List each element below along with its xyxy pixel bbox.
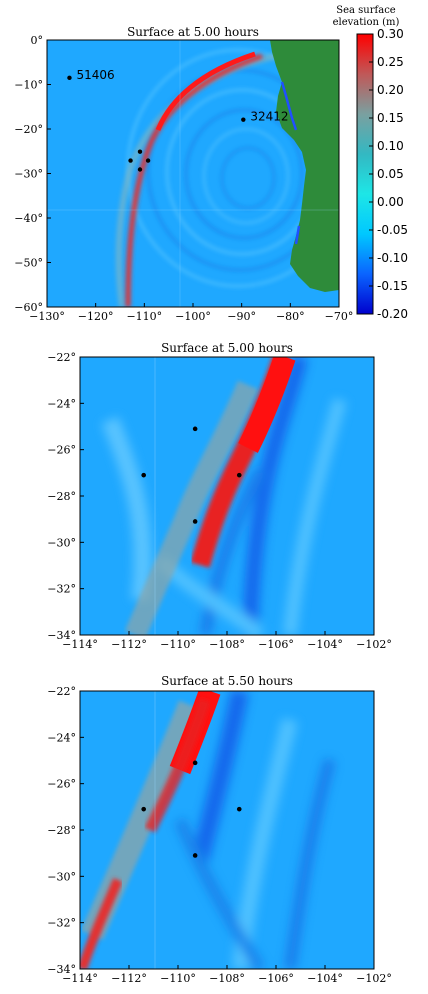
y-tick-label: −60°	[14, 301, 43, 314]
panel-2-title: Surface at 5.00 hours	[161, 341, 293, 355]
y-tick-label: −28°	[47, 490, 76, 503]
buoy-marker	[137, 149, 143, 154]
colorbar-tick-label: -0.10	[377, 251, 408, 265]
panel-1: Surface at 5.00 hours	[14, 25, 353, 323]
panel-2-xticks: −114° −112° −110° −108° −106° −104° −102°	[62, 631, 392, 651]
y-tick-label: 0°	[31, 34, 44, 47]
y-tick-label: −34°	[47, 963, 76, 976]
buoy-marker	[128, 158, 133, 163]
buoy-marker	[141, 806, 146, 812]
y-tick-label: −26°	[47, 778, 76, 791]
x-tick-label: −114°	[62, 638, 98, 651]
panel-2: Surface at 5.00 hours −22° −24° −26° −28° −3…	[47, 341, 392, 651]
x-tick-label: −100°	[175, 310, 211, 323]
panel-3-buoys	[141, 760, 242, 858]
y-tick-label: −24°	[47, 397, 76, 410]
y-tick-label: −50°	[14, 257, 43, 270]
x-tick-label: −110°	[160, 638, 196, 651]
panel-1-title: Surface at 5.00 hours	[127, 25, 259, 39]
y-tick-label: −30°	[14, 168, 43, 181]
x-tick-label: −80°	[276, 310, 305, 323]
y-tick-label: −22°	[47, 351, 76, 364]
colorbar-tick-label: 0.30	[377, 27, 404, 41]
y-tick-label: −32°	[47, 583, 76, 596]
x-tick-label: −108°	[209, 972, 245, 985]
x-tick-label: −130°	[29, 310, 65, 323]
buoy-marker	[141, 472, 146, 478]
buoy-marker	[67, 75, 72, 81]
buoy-marker	[241, 117, 246, 122]
y-tick-label: −32°	[47, 917, 76, 930]
panel-3-title: Surface at 5.50 hours	[161, 674, 293, 688]
buoy-marker	[236, 472, 242, 478]
x-tick-label: −110°	[126, 310, 162, 323]
colorbar: Sea surface elevation (m) 0.300.250.200.…	[333, 5, 408, 321]
panel-2-yticks: −22° −24° −26° −28° −30° −32° −34°	[47, 351, 84, 642]
colorbar-tick-label: -0.20	[377, 307, 408, 321]
buoy-marker	[192, 760, 198, 766]
colorbar-tick-label: -0.15	[377, 279, 408, 293]
panel-3-map	[80, 691, 374, 969]
buoy-label: 32412	[250, 110, 288, 124]
buoy-marker	[145, 158, 151, 163]
buoy-marker	[236, 806, 242, 812]
y-tick-label: −28°	[47, 824, 76, 837]
panel-2-map	[80, 357, 374, 635]
colorbar-tick-label: 0.25	[377, 55, 404, 69]
panel-1-xticks: −130° −120° −110° −100° −90° −80° −70°	[29, 303, 353, 323]
x-tick-label: −70°	[325, 310, 354, 323]
x-tick-label: −90°	[227, 310, 256, 323]
y-tick-label: −26°	[47, 444, 76, 457]
x-tick-label: −112°	[111, 638, 147, 651]
x-tick-label: −106°	[258, 972, 294, 985]
colorbar-tick-label: -0.05	[377, 223, 408, 237]
y-tick-label: −30°	[47, 536, 76, 549]
colorbar-title-line1: Sea surface	[336, 5, 396, 16]
panel-3: Surface at 5.50 hours −22° −24° −26° −28° −3…	[47, 674, 392, 985]
colorbar-tick-label: 0.10	[377, 139, 404, 153]
x-tick-label: −114°	[62, 972, 98, 985]
buoy-marker	[192, 853, 198, 858]
x-tick-label: −112°	[111, 972, 147, 985]
buoy-marker	[192, 426, 198, 432]
buoy-label: 51406	[76, 68, 114, 82]
colorbar-tick-label: 0.05	[377, 167, 404, 181]
y-tick-label: −10°	[14, 79, 43, 92]
colorbar-ticks: 0.30 0.25 0.20 0.15 0.10 0.05 0.00 -0.05 -0.10 -0…	[369, 27, 408, 321]
y-tick-label: −30°	[47, 870, 76, 883]
colorbar-tick-label: 0.00	[377, 195, 404, 209]
x-tick-label: −108°	[209, 638, 245, 651]
panel-1-buoys: 51406 32412	[67, 68, 289, 172]
y-tick-label: −22°	[47, 685, 76, 698]
x-tick-label: −110°	[160, 972, 196, 985]
x-tick-label: −106°	[258, 638, 294, 651]
x-tick-label: −104°	[307, 638, 343, 651]
panel-3-xticks: −114° −112° −110° −108° −106° −104° −102°	[62, 965, 392, 985]
buoy-marker	[192, 519, 198, 524]
colorbar-title-line2: elevation (m)	[333, 17, 400, 28]
buoy-marker	[137, 167, 143, 172]
panel-1-yticks: 0° −10° −20° −30° −40° −50° −60°	[14, 34, 51, 314]
x-tick-label: −120°	[78, 310, 114, 323]
colorbar-tick-label: 0.20	[377, 83, 404, 97]
y-tick-label: −24°	[47, 731, 76, 744]
x-tick-label: −102°	[356, 638, 392, 651]
y-tick-label: −34°	[47, 629, 76, 642]
panel-3-yticks: −22° −24° −26° −28° −30° −32° −34°	[47, 685, 84, 976]
panel-1-map: 51406 32412	[47, 40, 339, 307]
x-tick-label: −104°	[307, 972, 343, 985]
y-tick-label: −40°	[14, 212, 43, 225]
x-tick-label: −102°	[356, 972, 392, 985]
y-tick-label: −20°	[14, 123, 43, 136]
colorbar-tick-label: 0.15	[377, 111, 404, 125]
panel-2-buoys	[141, 426, 242, 524]
